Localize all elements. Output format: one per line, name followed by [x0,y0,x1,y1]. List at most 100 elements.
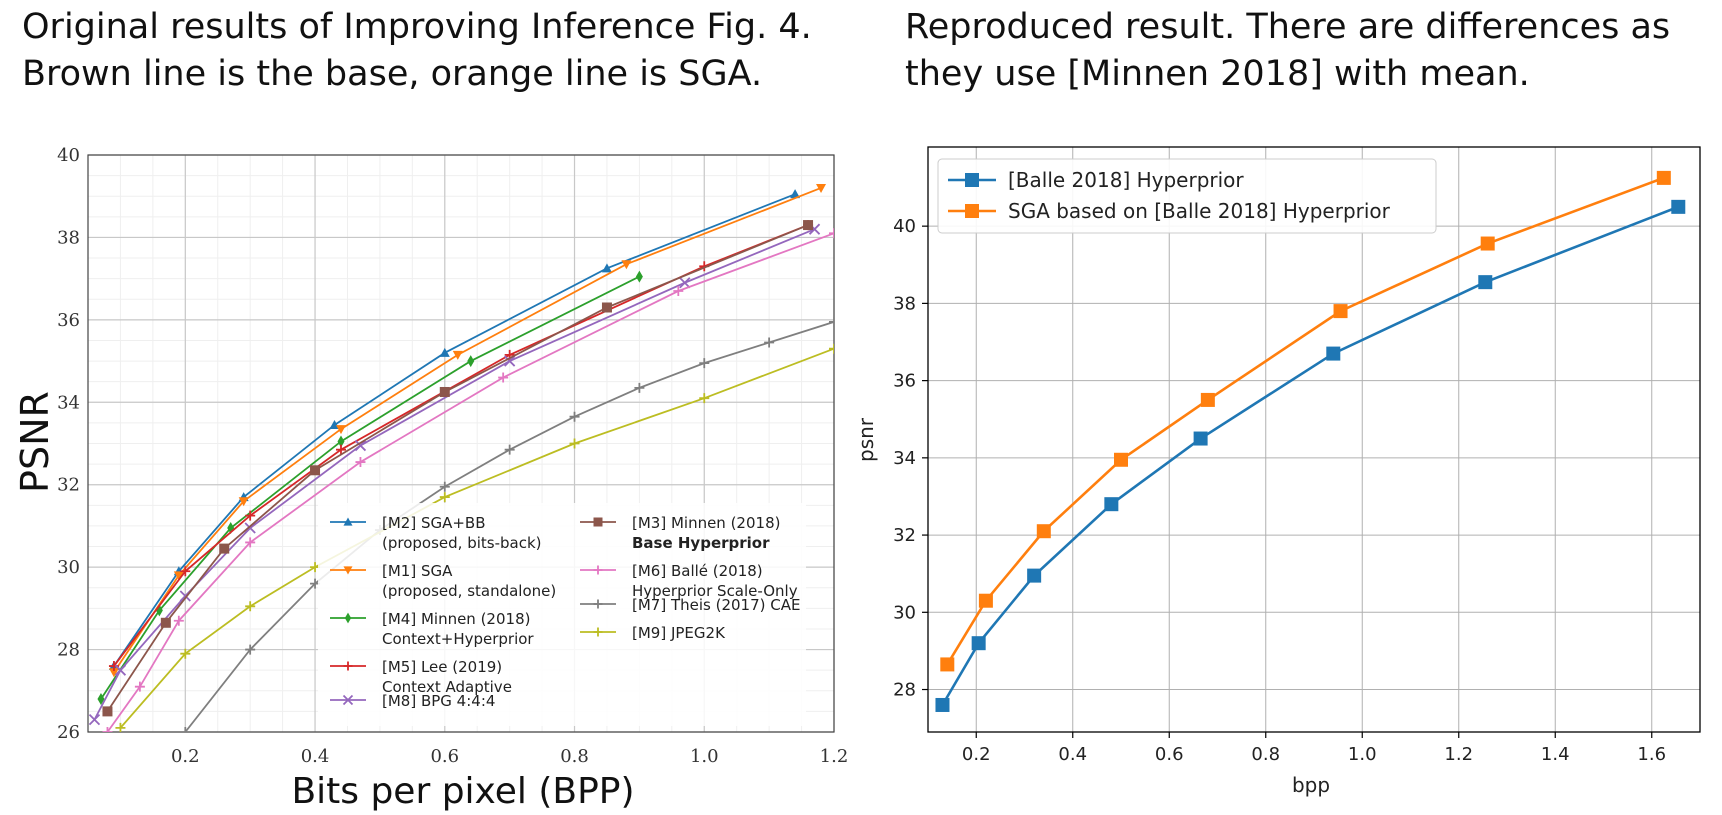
left-series-point-1 [816,183,827,193]
left-ytick-label: 26 [57,722,80,743]
left-series-point-5 [160,617,171,628]
left-legend-sublabel: (proposed, bits-back) [382,534,542,552]
left-legend-label: [M6] Ballé (2018) [632,562,763,580]
left-series-point-6 [829,228,834,239]
left-series-line-6 [106,232,834,732]
left-legend-sublabel: Base Hyperprior [632,534,770,552]
right-ytick-label: 40 [893,216,916,237]
right-series-point-1 [978,593,993,608]
left-legend-sublabel: (proposed, standalone) [382,582,556,600]
left-series-point-6 [134,681,145,692]
right-series-point-1 [1480,236,1495,251]
left-ytick-label: 40 [57,145,80,166]
right-series-line-1 [946,176,1665,666]
left-legend-marker-4 [342,694,354,706]
right-chart: bpp psnr 0.2 0.4 0.6 0.8 1.0 1.2 1.4 1.6 28 30 32 3… [854,146,1701,797]
right-chart-ylabel: psnr [854,417,878,462]
left-legend-label: [M4] Minnen (2018) [382,610,530,628]
left-series-point-1 [238,497,249,507]
right-series-point-0 [1027,568,1042,583]
right-ytick-label: 38 [893,293,916,314]
left-series-point-2 [337,435,345,448]
left-series-point-0 [601,263,612,273]
left-series-point-6 [673,286,684,297]
right-legend-box [937,158,1437,234]
left-series-point-8 [180,648,191,659]
left-series-group [88,183,834,732]
right-series-point-1 [1114,452,1128,467]
left-series-point-4 [679,277,691,289]
left-series-point-1 [621,260,632,270]
left-ytick-label: 30 [57,557,80,578]
left-legend-box [318,503,806,726]
left-series-point-3 [245,510,256,521]
left-legend-label: [M2] SGA+BB [382,514,486,532]
right-plot-frame [927,146,1701,733]
right-series-point-1 [940,657,955,672]
left-chart-ylabel: PSNR [13,391,57,493]
left-legend-sublabel: Hyperprior Scale-Only [632,582,798,600]
left-series-point-1 [452,350,463,360]
left-legend-marker-3 [343,661,353,671]
left-series-point-2 [467,355,475,368]
right-legend-marker-1 [965,204,979,218]
left-series-point-7 [569,411,580,422]
right-caption-line-2: they use [Minnen 2018] with mean. [905,54,1530,94]
right-ytick-label: 36 [893,371,916,392]
left-series-point-8 [699,393,710,404]
left-legend-label: [M3] Minnen (2018) [632,514,780,532]
left-series-point-7 [439,481,450,492]
left-series-point-7 [764,337,775,348]
right-caption: Reproduced result. There are differences… [905,4,1670,98]
right-xtick-label: 1.2 [1444,744,1473,765]
left-ytick-label: 28 [57,640,80,661]
left-legend-label: [M7] Theis (2017) CAE [632,596,800,614]
right-series-point-1 [1333,304,1348,319]
left-series-point-6 [245,537,256,548]
right-series-point-0 [1671,199,1686,214]
left-legend-label: [M5] Lee (2019) [382,658,502,676]
right-xtick-label: 0.2 [962,744,991,765]
left-series-point-1 [173,571,184,581]
right-xtick-label: 1.6 [1637,744,1666,765]
right-xtick-label: 1.0 [1348,744,1377,765]
left-xtick-label: 0.6 [430,746,459,767]
left-series-point-6 [498,372,509,383]
left-series-line-4 [93,228,815,721]
right-legend-marker-0 [965,173,979,187]
left-ytick-label: 36 [57,310,80,331]
left-series-point-2 [635,270,643,283]
right-legend: [Balle 2018] Hyperprior SGA based on [Bal… [937,158,1437,234]
right-legend-label: [Balle 2018] Hyperprior [1008,168,1244,192]
left-legend-sublabel: Context+Hyperprior [382,630,534,648]
right-series-point-0 [1193,431,1208,446]
left-series-point-3 [335,444,346,455]
left-legend-marker-1 [343,566,353,575]
right-series-point-0 [1478,275,1493,290]
right-xtick-label: 1.4 [1541,744,1570,765]
left-xtick-label: 1.0 [690,746,719,767]
left-series-point-4 [354,439,367,452]
left-ytick-label: 34 [57,392,80,413]
left-caption-line-1: Original results of Improving Inference … [22,7,812,47]
right-series-point-1 [1200,392,1215,407]
left-legend-marker-5 [593,517,603,527]
left-series-point-1 [108,668,119,678]
left-series-point-5 [439,386,450,397]
right-xtick-label: 0.6 [1155,744,1184,765]
left-legend-marker-6 [593,565,603,575]
left-series-point-6 [173,615,184,626]
left-series-point-1 [335,425,346,435]
left-series-point-6 [355,457,366,468]
right-series-line-0 [941,205,1679,706]
left-chart: Bits per pixel (BPP) PSNR 0.2 0.4 0.6 0.8 1.… [13,145,848,812]
right-chart-xlabel: bpp [1292,773,1330,797]
left-series-point-8 [115,722,126,732]
left-caption-line-2: Brown line is the base, orange line is S… [22,54,763,94]
right-ytick-label: 30 [893,602,916,623]
right-xtick-label: 0.8 [1251,744,1280,765]
right-ytick-label: 32 [893,525,916,546]
left-xtick-label: 0.2 [171,746,200,767]
left-series-point-4 [88,713,101,726]
left-series-point-5 [219,543,230,554]
